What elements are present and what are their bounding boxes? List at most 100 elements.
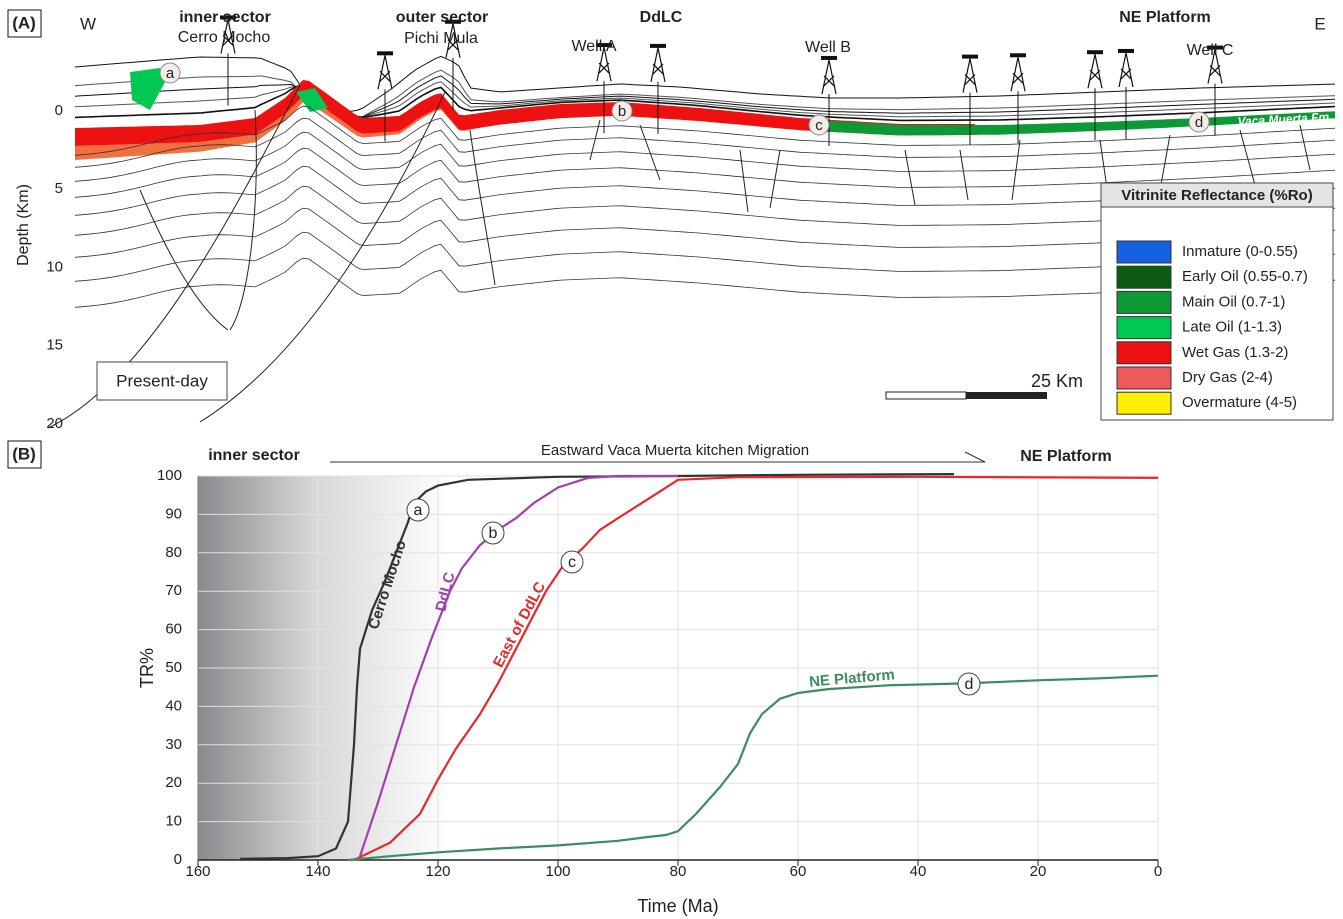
- chart-panel: 0 10 20 30 40 50 60 70 80 90 100 160 140 120 100 80 60 40…: [8, 441, 1162, 916]
- legend-title: Vitrinite Reflectance (%Ro): [1121, 187, 1312, 204]
- well-cap: [377, 51, 393, 55]
- fault: [140, 190, 228, 330]
- region-label: inner sector: [179, 9, 271, 26]
- west-label: W: [80, 14, 96, 33]
- well-cap: [1118, 49, 1134, 53]
- east-label: E: [1314, 14, 1325, 33]
- x-tick-label: 40: [910, 863, 927, 880]
- section-marker-label: d: [1195, 114, 1203, 131]
- fault: [960, 150, 968, 200]
- legend-swatch: [1117, 367, 1171, 389]
- y-tick-label: 60: [165, 621, 182, 638]
- depth-tick-label: 20: [46, 415, 63, 432]
- legend-label: Wet Gas (1.3-2): [1182, 344, 1288, 361]
- well-derrick: [1011, 57, 1025, 91]
- y-tick-label: 30: [165, 736, 182, 753]
- legend-label: Early Oil (0.55-0.7): [1182, 268, 1308, 285]
- legend-swatch: [1117, 291, 1171, 313]
- curve-marker-label: a: [414, 502, 423, 519]
- well-cap: [650, 44, 666, 48]
- legend-label: Overmature (4-5): [1182, 394, 1297, 411]
- well-derrick: [963, 59, 977, 93]
- well-label: Well B: [805, 39, 851, 56]
- legend-swatch: [1117, 342, 1171, 364]
- fault: [640, 125, 660, 180]
- well-derrick: [651, 48, 665, 82]
- legend-swatch: [1117, 317, 1171, 339]
- fault: [1240, 130, 1255, 185]
- panel-label: (B): [12, 444, 36, 463]
- well-derrick: [1119, 53, 1133, 87]
- fault: [590, 120, 600, 160]
- x-tick-label: 100: [545, 863, 570, 880]
- well-derrick: [1088, 54, 1102, 88]
- well-cap: [962, 55, 978, 59]
- scale-bar-label: 25 Km: [1031, 371, 1083, 391]
- region-label: NE Platform: [1119, 9, 1211, 26]
- well-derrick: [378, 55, 392, 89]
- y-tick-label: 90: [165, 505, 182, 522]
- x-tick-label: 0: [1154, 863, 1162, 880]
- x-axis-title: Time (Ma): [637, 896, 718, 916]
- y-tick-label: 50: [165, 659, 182, 676]
- locality-label: Cerro Mocho: [178, 29, 271, 46]
- legend-label: Inmature (0-0.55): [1182, 243, 1298, 260]
- legend-label: Late Oil (1-1.3): [1182, 319, 1282, 336]
- fault: [470, 130, 495, 285]
- formation-label: Vaca Muerta Fm.: [1237, 110, 1333, 129]
- depth-axis-title: Depth (Km): [15, 184, 32, 266]
- annotation: inner sector: [208, 447, 300, 464]
- fault: [740, 150, 748, 212]
- x-tick-label: 140: [305, 863, 330, 880]
- legend-swatch: [1117, 392, 1171, 414]
- x-tick-label: 20: [1030, 863, 1047, 880]
- fault: [1300, 125, 1310, 170]
- fault: [1160, 135, 1170, 190]
- annotation: NE Platform: [1020, 448, 1112, 465]
- well-label: Well A: [571, 38, 616, 55]
- well-cap: [1087, 50, 1103, 54]
- scale-bar-white: [886, 392, 966, 399]
- depth-tick-label: 0: [55, 102, 63, 119]
- y-tick-label: 40: [165, 697, 182, 714]
- y-tick-label: 20: [165, 774, 182, 791]
- curve-marker-label: b: [489, 525, 498, 542]
- curve-marker-label: d: [965, 676, 974, 693]
- well-cap: [821, 56, 837, 60]
- curve-marker-label: c: [568, 554, 576, 571]
- depth-tick-label: 5: [55, 180, 63, 197]
- y-tick-label: 0: [174, 851, 182, 868]
- legend-label: Dry Gas (2-4): [1182, 369, 1273, 386]
- section-marker-label: c: [815, 117, 823, 134]
- well-cap: [1010, 53, 1026, 57]
- horizon: [75, 132, 1335, 181]
- depth-tick-label: 15: [46, 337, 63, 354]
- x-tick-label: 80: [670, 863, 687, 880]
- x-tick-label: 160: [185, 863, 210, 880]
- y-axis-title: TR%: [137, 648, 157, 688]
- legend-swatch: [1117, 241, 1171, 263]
- x-tick-label: 120: [425, 863, 450, 880]
- fault: [905, 150, 915, 205]
- y-tick-label: 80: [165, 544, 182, 561]
- well-derrick: [822, 60, 836, 94]
- fault: [770, 150, 780, 208]
- y-tick-label: 10: [165, 813, 182, 830]
- y-tick-label: 100: [157, 467, 182, 484]
- locality-label: Pichi Mula: [404, 30, 478, 47]
- legend-label: Main Oil (0.7-1): [1182, 293, 1285, 310]
- x-tick-label: 60: [790, 863, 807, 880]
- legend-swatch: [1117, 266, 1171, 288]
- scale-bar-black: [966, 392, 1047, 399]
- well-label: Well C: [1187, 42, 1234, 59]
- panel-label: (A): [12, 13, 36, 32]
- region-label: DdLC: [640, 9, 683, 26]
- stage-label: Present-day: [116, 371, 208, 390]
- depth-tick-label: 10: [46, 258, 63, 275]
- section-marker-label: b: [618, 103, 626, 120]
- region-label: outer sector: [396, 9, 488, 26]
- section-marker-label: a: [166, 65, 175, 82]
- figure: (A) W Einner sector outer sector DdLC NE Plat…: [0, 0, 1343, 919]
- y-tick-label: 70: [165, 582, 182, 599]
